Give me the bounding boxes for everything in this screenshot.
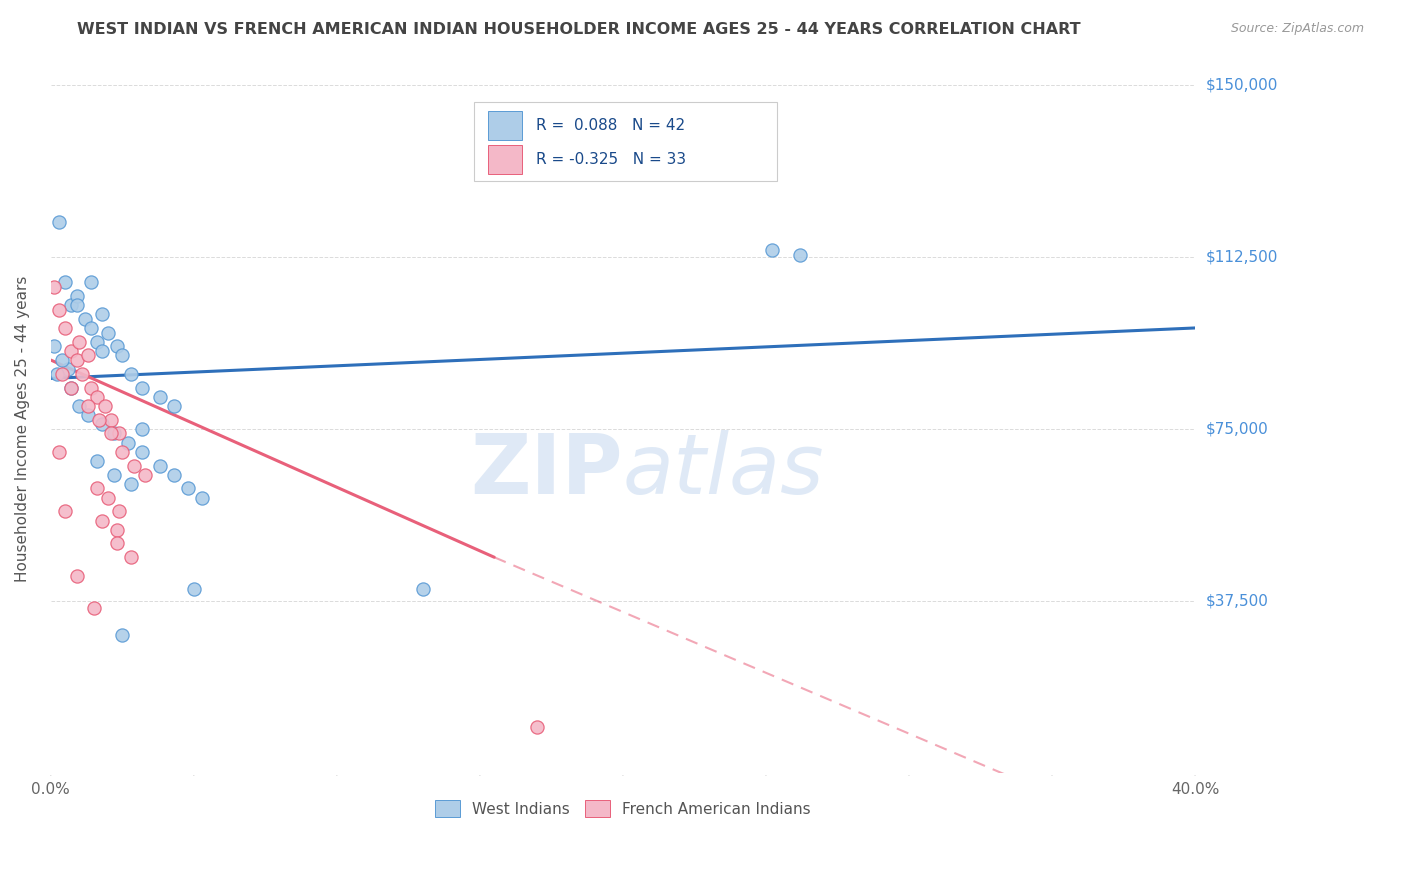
Point: [77, 349, 100, 363]
Text: R = -0.325   N = 33: R = -0.325 N = 33: [536, 152, 686, 167]
Point: [51, 367, 73, 381]
Point: [103, 426, 125, 441]
Text: Source: ZipAtlas.com: Source: ZipAtlas.com: [1230, 22, 1364, 36]
Point: [148, 458, 170, 473]
Point: [111, 444, 134, 458]
Point: [100, 426, 122, 441]
Point: [105, 523, 128, 537]
Point: [59, 380, 82, 394]
Text: ZIP: ZIP: [471, 430, 623, 510]
FancyBboxPatch shape: [488, 145, 522, 174]
Point: [131, 444, 153, 458]
Point: [89, 412, 111, 426]
Point: [42, 339, 65, 353]
Point: [94, 399, 117, 413]
Point: [53, 504, 76, 518]
Text: WEST INDIAN VS FRENCH AMERICAN INDIAN HOUSEHOLDER INCOME AGES 25 - 44 YEARS CORR: WEST INDIAN VS FRENCH AMERICAN INDIAN HO…: [77, 22, 1081, 37]
Point: [77, 399, 100, 413]
Point: [97, 326, 120, 340]
Point: [83, 600, 105, 615]
Point: [97, 491, 120, 505]
Point: [108, 504, 131, 518]
Point: [75, 311, 97, 326]
Point: [789, 247, 811, 261]
Point: [91, 514, 114, 528]
Point: [148, 390, 170, 404]
Point: [77, 408, 100, 422]
Point: [177, 482, 200, 496]
Text: $112,500: $112,500: [1206, 250, 1278, 264]
Point: [65, 289, 87, 303]
Point: [131, 380, 153, 394]
FancyBboxPatch shape: [488, 112, 522, 140]
Point: [183, 582, 205, 597]
Point: [526, 720, 548, 734]
Point: [48, 302, 70, 317]
Point: [56, 362, 79, 376]
Text: R =  0.088   N = 42: R = 0.088 N = 42: [536, 119, 685, 134]
Y-axis label: Householder Income Ages 25 - 44 years: Householder Income Ages 25 - 44 years: [15, 276, 30, 582]
Point: [72, 367, 94, 381]
Point: [122, 458, 145, 473]
FancyBboxPatch shape: [474, 103, 778, 181]
Point: [191, 491, 214, 505]
Point: [86, 454, 108, 468]
Point: [134, 467, 156, 482]
Point: [53, 321, 76, 335]
Point: [67, 334, 90, 349]
Point: [42, 279, 65, 293]
Point: [51, 353, 73, 368]
Point: [80, 321, 103, 335]
Point: [48, 215, 70, 229]
Point: [117, 435, 139, 450]
Point: [163, 467, 186, 482]
Point: [100, 412, 122, 426]
Point: [761, 243, 783, 257]
Text: $75,000: $75,000: [1206, 421, 1268, 436]
Text: atlas: atlas: [623, 430, 824, 510]
Legend: West Indians, French American Indians: West Indians, French American Indians: [429, 794, 817, 823]
Point: [120, 367, 142, 381]
Point: [91, 343, 114, 358]
Point: [45, 367, 67, 381]
Point: [65, 298, 87, 312]
Point: [86, 482, 108, 496]
Point: [111, 628, 134, 642]
Text: $150,000: $150,000: [1206, 78, 1278, 93]
Point: [53, 275, 76, 289]
Point: [65, 353, 87, 368]
Point: [120, 476, 142, 491]
Point: [111, 349, 134, 363]
Point: [103, 467, 125, 482]
Point: [412, 582, 434, 597]
Point: [105, 339, 128, 353]
Point: [80, 275, 103, 289]
Point: [86, 334, 108, 349]
Point: [67, 399, 90, 413]
Point: [120, 550, 142, 565]
Point: [108, 426, 131, 441]
Point: [59, 380, 82, 394]
Point: [86, 390, 108, 404]
Point: [48, 444, 70, 458]
Point: [105, 536, 128, 550]
Point: [59, 298, 82, 312]
Point: [131, 422, 153, 436]
Text: $37,500: $37,500: [1206, 593, 1270, 608]
Point: [163, 399, 186, 413]
Point: [59, 343, 82, 358]
Point: [80, 380, 103, 394]
Point: [91, 417, 114, 432]
Point: [65, 568, 87, 582]
Point: [91, 307, 114, 321]
